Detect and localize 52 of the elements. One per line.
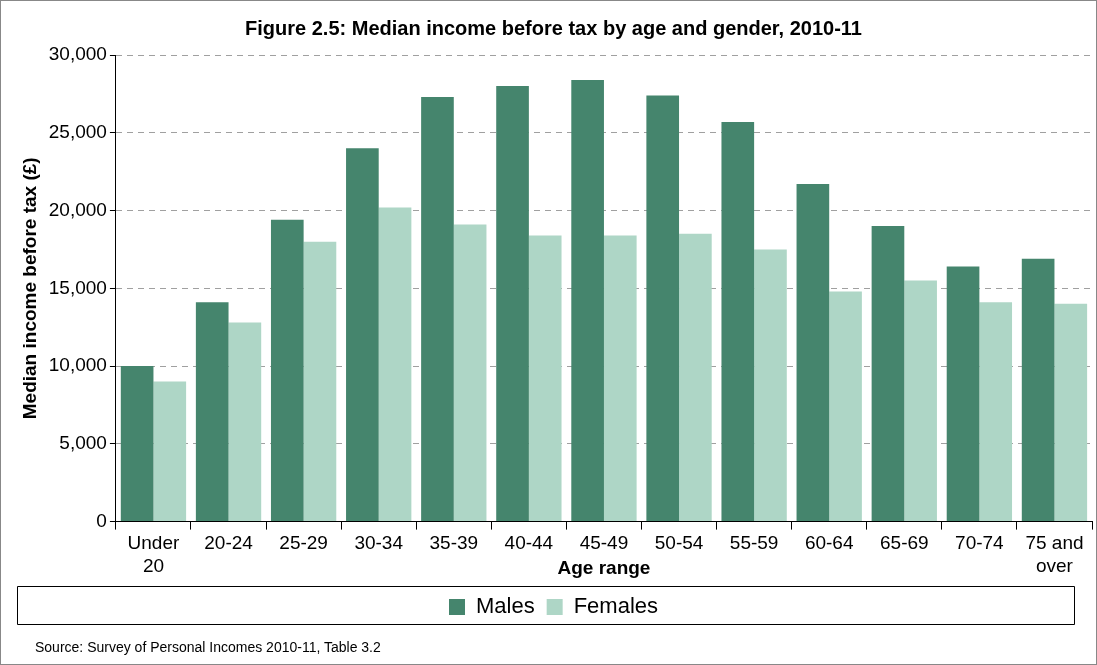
y-tick-label: 5,000	[59, 432, 107, 454]
x-tick-label: Under 20	[127, 532, 180, 577]
bar	[270, 219, 304, 522]
bar	[378, 207, 412, 522]
bar	[754, 249, 787, 522]
bar	[528, 235, 562, 522]
x-tick-label: 65-69	[879, 532, 929, 554]
y-axis-title: Median income before tax (£)	[18, 157, 40, 420]
bar	[904, 280, 937, 522]
bar	[346, 148, 379, 522]
y-tick-label: 15,000	[48, 276, 107, 298]
y-tick-label: 0	[96, 509, 107, 531]
y-tick-label: 30,000	[48, 43, 107, 65]
x-tick-label: 30-34	[354, 532, 404, 554]
x-tick-label: 20-24	[204, 532, 254, 554]
bar	[1054, 303, 1088, 522]
y-tick-label: 10,000	[48, 354, 107, 376]
legend-label: Males	[475, 593, 535, 619]
bar	[228, 322, 262, 522]
x-tick-label: 25-29	[279, 532, 328, 554]
x-tick-label: 70-74	[955, 532, 1005, 554]
bar	[796, 184, 830, 522]
bar	[829, 291, 862, 522]
x-axis-title: Age range	[557, 556, 651, 578]
y-tick-label: 25,000	[48, 121, 107, 142]
bar	[421, 96, 454, 522]
bar	[195, 302, 229, 522]
bar	[1021, 258, 1055, 522]
bar	[120, 366, 154, 522]
x-tick-label: 35-39	[429, 532, 479, 554]
bar	[496, 86, 529, 522]
bar	[871, 226, 905, 522]
bar	[153, 381, 187, 522]
x-tick-label: 45-49	[579, 532, 629, 554]
bar	[453, 224, 487, 522]
source-note: Source: Survey of Personal Incomes 2010-11, Table 3.2	[35, 639, 382, 655]
x-tick-label: 50-54	[654, 532, 704, 554]
bar	[646, 95, 680, 522]
bar	[303, 241, 337, 522]
y-tick-label: 20,000	[48, 198, 107, 220]
bar	[721, 121, 755, 522]
bar	[679, 233, 712, 522]
x-tick-label: 75 and over	[1025, 532, 1084, 577]
bar	[979, 302, 1013, 522]
bar	[946, 266, 980, 522]
bar	[603, 235, 637, 522]
legend-label: Females	[573, 593, 659, 619]
chart-title: Figure 2.5: Median income before tax by age and gender, 2010-11	[245, 16, 862, 39]
bar	[571, 79, 604, 522]
x-tick-label: 55-59	[729, 532, 779, 554]
x-tick-label: 60-64	[804, 532, 854, 554]
x-tick-label: 40-44	[504, 532, 554, 554]
